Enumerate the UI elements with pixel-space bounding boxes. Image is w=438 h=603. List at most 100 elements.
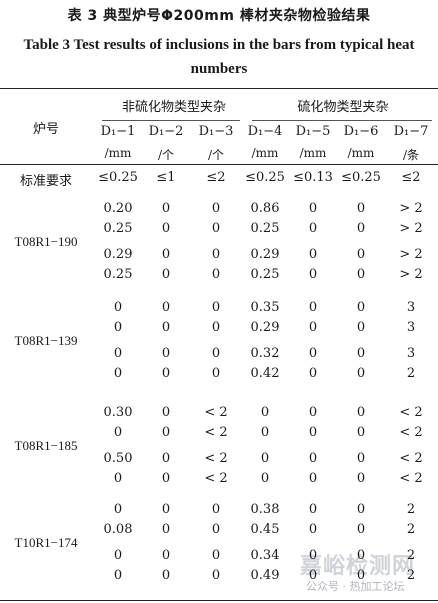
standard-value: ≤0.25 <box>245 170 285 185</box>
table-cell: 0 <box>161 300 171 315</box>
table-cell: 0 <box>113 568 123 583</box>
table-cell: 0 <box>113 425 123 440</box>
table-cell: > 2 <box>399 267 423 282</box>
table-cell: 0.32 <box>250 346 280 361</box>
table-cell: 0 <box>161 471 171 486</box>
table-cell: 0.35 <box>250 300 280 315</box>
table-cell: 0 <box>356 366 366 381</box>
table-cell: 0 <box>308 522 318 537</box>
table-cell: 3 <box>406 346 416 361</box>
table-cell: 0 <box>308 346 318 361</box>
standard-value: ≤1 <box>156 170 176 185</box>
table-cell: 0 <box>211 221 221 236</box>
table-title-cn: 表 3 典型炉号Φ200mm 棒材夹杂物检验结果 <box>67 8 371 24</box>
table-cell: 0 <box>308 471 318 486</box>
table-cell: 2 <box>406 522 416 537</box>
column-header-code: D₁−6 <box>343 124 379 139</box>
table-cell: 0 <box>211 548 221 563</box>
table-cell: > 2 <box>399 201 423 216</box>
nonsulfide-group-header: 非硫化物类型夹杂 <box>121 100 226 115</box>
table-cell: 0 <box>113 502 123 517</box>
table-cell: 0.42 <box>250 366 280 381</box>
column-header-code: D₁−7 <box>393 124 429 139</box>
table-cell: 0 <box>356 267 366 282</box>
table-cell: 0 <box>161 451 171 466</box>
table-cell: 0 <box>260 425 270 440</box>
table-cell: 0 <box>356 201 366 216</box>
table-cell: 0 <box>211 346 221 361</box>
table-cell: 0 <box>161 425 171 440</box>
table-title-en: Table 3 Test results of inclusions in th… <box>23 37 415 77</box>
header-rule <box>0 164 438 165</box>
table-cell: 0.38 <box>250 502 280 517</box>
table-cell: 0 <box>211 568 221 583</box>
heat-number-header: 炉号 <box>32 121 59 136</box>
table-cell: 0 <box>260 405 270 420</box>
table-cell: 0 <box>161 405 171 420</box>
table-cell: 0.29 <box>103 247 133 262</box>
table-cell: 0.45 <box>250 522 280 537</box>
table-cell: < 2 <box>399 425 423 440</box>
column-header-code: D₁−2 <box>148 124 184 139</box>
table-cell: 0.25 <box>250 221 280 236</box>
table-cell: 0 <box>308 267 318 282</box>
table-cell: 0 <box>308 201 318 216</box>
table-cell: 2 <box>406 548 416 563</box>
table-cell: 0 <box>161 320 171 335</box>
table-cell: 0 <box>161 502 171 517</box>
table-cell: 0 <box>356 346 366 361</box>
table-cell: 0 <box>211 267 221 282</box>
table-cell: 0 <box>161 346 171 361</box>
table-cell: 0 <box>308 502 318 517</box>
table-cell: < 2 <box>204 471 228 486</box>
table-cell: 3 <box>406 320 416 335</box>
column-header-unit: /mm <box>299 146 327 160</box>
table-cell: 0 <box>211 366 221 381</box>
standard-value: ≤0.25 <box>98 170 138 185</box>
table-cell: < 2 <box>399 451 423 466</box>
bottom-rule <box>0 600 438 601</box>
table-cell: 0 <box>308 221 318 236</box>
table-cell: 0 <box>161 247 171 262</box>
table-cell: < 2 <box>204 405 228 420</box>
table-cell: 0 <box>260 471 270 486</box>
table-cell: 0 <box>308 300 318 315</box>
table-cell: 0 <box>161 548 171 563</box>
table-cell: 0 <box>356 451 366 466</box>
column-header-unit: /个 <box>157 148 175 162</box>
table-cell: < 2 <box>204 451 228 466</box>
table-cell: 0 <box>113 300 123 315</box>
table-cell: 0 <box>356 522 366 537</box>
sulfide-group-rule <box>252 120 432 121</box>
table-cell: < 2 <box>399 471 423 486</box>
table-cell: 0 <box>308 247 318 262</box>
table-cell: 0.25 <box>250 267 280 282</box>
table-cell: 0.20 <box>103 201 133 216</box>
table-cell: 2 <box>406 502 416 517</box>
column-header-unit: /mm <box>104 146 132 160</box>
table-cell: 0 <box>356 502 366 517</box>
table-cell: 0 <box>356 405 366 420</box>
column-header-unit: /mm <box>347 146 375 160</box>
table-cell: 0 <box>113 366 123 381</box>
standard-row-label: 标准要求 <box>19 174 72 189</box>
table-cell: < 2 <box>204 425 228 440</box>
table-cell: 0 <box>161 568 171 583</box>
table-cell: 0 <box>161 267 171 282</box>
table-cell: 0 <box>211 320 221 335</box>
table-cell: 0.50 <box>103 451 133 466</box>
column-header-unit: /条 <box>402 148 420 162</box>
table-cell: 0 <box>356 568 366 583</box>
table-cell: 0 <box>260 451 270 466</box>
table-cell: 0.30 <box>103 405 133 420</box>
table-cell: 0 <box>308 320 318 335</box>
table-cell: 0 <box>308 405 318 420</box>
standard-value: ≤0.13 <box>293 170 333 185</box>
table-cell: 0.25 <box>103 221 133 236</box>
table-cell: 0 <box>308 425 318 440</box>
heat-number-label: T08R1−190 <box>14 234 78 249</box>
table-cell: < 2 <box>399 405 423 420</box>
watermark-subtitle: 公众号 · 热加工论坛 <box>306 580 405 593</box>
table-cell: 0 <box>356 221 366 236</box>
table-cell: > 2 <box>399 221 423 236</box>
